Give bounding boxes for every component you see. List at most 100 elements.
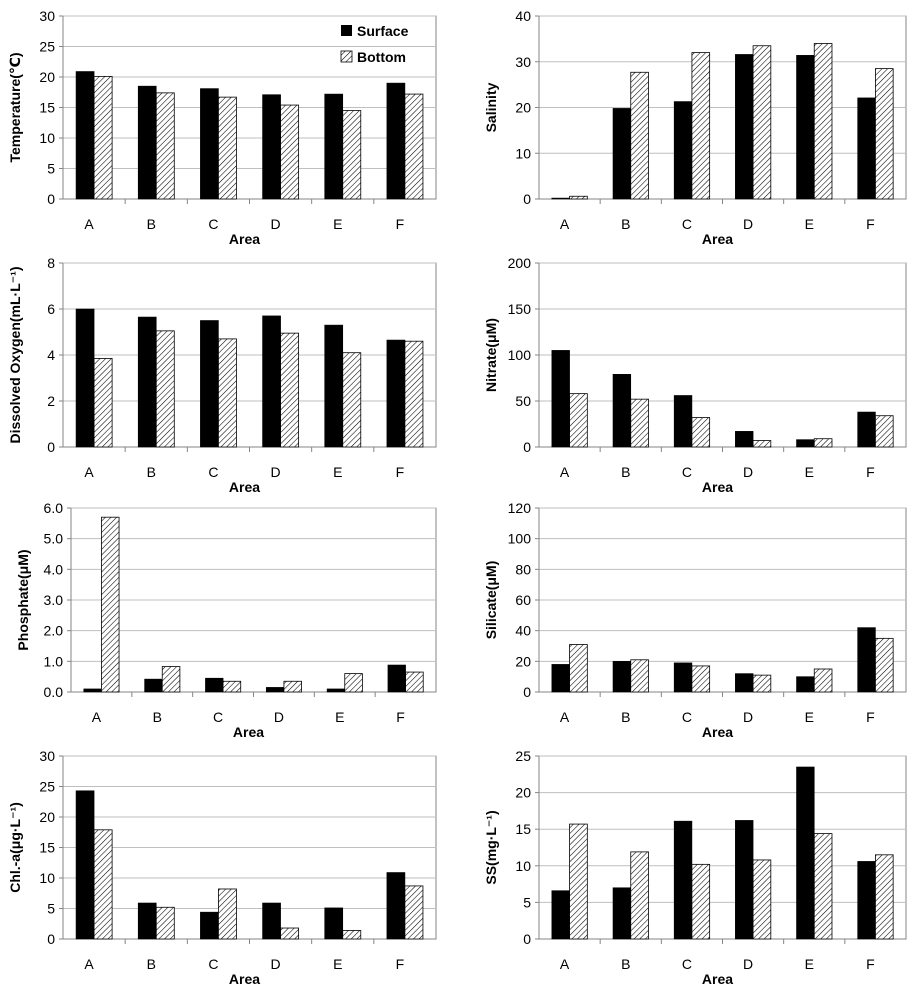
- bar-bottom-F: [875, 637, 894, 693]
- bar-bottom-F: [875, 415, 894, 448]
- bar-surface-E: [324, 93, 344, 200]
- bar-bottom-E: [813, 43, 833, 200]
- bar-surface-B: [144, 678, 163, 693]
- bar-surface-B: [612, 374, 632, 448]
- bar-surface-F: [857, 97, 876, 200]
- y-tick-label: 40: [515, 623, 531, 639]
- bar-surface-D: [262, 315, 281, 448]
- y-tick-label: 120: [508, 500, 532, 516]
- x-tick-label: E: [333, 956, 342, 972]
- y-tick-label: 40: [515, 8, 531, 24]
- bar-bottom-C: [218, 888, 237, 940]
- legend-surface-label: Surface: [357, 23, 409, 39]
- x-tick-label: A: [560, 464, 570, 480]
- bar-surface-C: [200, 88, 219, 200]
- y-tick-label: 2.0: [44, 623, 64, 639]
- bar-surface-D: [262, 902, 281, 940]
- bar-surface-B: [612, 887, 632, 940]
- y-tick-label: 20: [39, 69, 55, 85]
- bar-bottom-C: [691, 665, 711, 693]
- x-tick-label: C: [682, 464, 692, 480]
- bar-bottom-B: [155, 92, 175, 200]
- x-tick-label: C: [682, 216, 692, 232]
- bar-bottom-A: [569, 644, 588, 693]
- y-tick-label: 10: [515, 145, 531, 161]
- x-tick-label: B: [621, 464, 630, 480]
- y-tick-label: 10: [515, 858, 531, 874]
- x-tick-label: D: [271, 216, 281, 232]
- y-tick-label: 6.0: [44, 500, 64, 516]
- x-axis-title: Area: [229, 231, 260, 247]
- bar-bottom-F: [875, 68, 894, 200]
- y-tick-label: 0: [47, 439, 55, 455]
- y-tick-label: 60: [515, 592, 531, 608]
- bar-bottom-B: [161, 666, 181, 693]
- bar-surface-E: [324, 324, 344, 448]
- y-tick-label: 0: [47, 191, 55, 207]
- x-tick-label: E: [805, 464, 814, 480]
- bar-surface-C: [673, 820, 693, 940]
- y-tick-label: 50: [515, 393, 531, 409]
- y-tick-label: 30: [39, 8, 55, 24]
- bar-bottom-D: [752, 440, 772, 448]
- y-tick-label: 8: [47, 255, 55, 271]
- y-tick-label: 150: [508, 301, 532, 317]
- bar-bottom-B: [630, 659, 649, 693]
- bar-surface-B: [137, 85, 157, 200]
- x-tick-label: A: [84, 956, 94, 972]
- x-axis-title: Area: [702, 724, 733, 740]
- y-tick-label: 0.0: [44, 684, 64, 700]
- bar-surface-C: [673, 101, 693, 200]
- bar-bottom-B: [630, 398, 649, 448]
- bar-surface-C: [200, 911, 219, 940]
- bar-surface-A: [551, 197, 570, 200]
- y-axis-title: Nitrate(μM): [483, 318, 499, 392]
- chart-panel-8: 0 5 10 15 20 25 A B C D E F Area SS(mg·L⁻¹): [483, 748, 907, 987]
- bar-bottom-C: [218, 96, 237, 200]
- bar-surface-B: [137, 902, 157, 940]
- bar-bottom-C: [691, 863, 711, 940]
- bar-bottom-D: [280, 104, 300, 200]
- x-tick-label: E: [335, 709, 344, 725]
- bar-bottom-B: [155, 330, 175, 448]
- x-tick-label: B: [621, 709, 630, 725]
- x-tick-label: B: [153, 709, 162, 725]
- bar-surface-A: [551, 664, 570, 693]
- bar-surface-F: [857, 861, 876, 940]
- bar-bottom-B: [630, 71, 649, 200]
- bar-surface-B: [137, 316, 157, 448]
- y-tick-label: 0: [523, 439, 531, 455]
- x-tick-label: C: [682, 709, 692, 725]
- y-tick-label: 4.0: [44, 561, 64, 577]
- bar-surface-E: [796, 766, 815, 940]
- x-tick-label: D: [743, 216, 753, 232]
- bar-surface-E: [326, 688, 346, 693]
- x-tick-label: A: [560, 956, 570, 972]
- x-axis-title: Area: [229, 971, 260, 987]
- y-tick-label: 4: [47, 347, 55, 363]
- x-axis-title: Area: [702, 479, 733, 495]
- bar-surface-A: [551, 350, 570, 448]
- bar-surface-E: [796, 439, 815, 448]
- y-tick-label: 5: [47, 901, 55, 917]
- legend-bottom-label: Bottom: [357, 49, 406, 65]
- x-tick-label: B: [621, 956, 630, 972]
- y-tick-label: 100: [508, 347, 532, 363]
- bar-surface-D: [735, 431, 754, 448]
- y-tick-label: 3.0: [44, 592, 64, 608]
- x-tick-label: A: [84, 464, 94, 480]
- y-axis-title: SS(mg·L⁻¹): [483, 810, 499, 884]
- bar-surface-D: [735, 54, 754, 200]
- x-tick-label: E: [333, 464, 342, 480]
- y-axis-title: Chl.-a(μg·L⁻¹): [7, 802, 23, 893]
- bar-surface-A: [83, 688, 102, 693]
- x-tick-label: C: [208, 464, 218, 480]
- x-tick-label: C: [208, 216, 218, 232]
- bar-bottom-A: [569, 195, 588, 200]
- y-tick-label: 100: [508, 531, 532, 547]
- y-tick-label: 2: [47, 393, 55, 409]
- bar-bottom-D: [283, 680, 302, 693]
- bar-surface-E: [796, 55, 815, 200]
- y-tick-label: 6: [47, 301, 55, 317]
